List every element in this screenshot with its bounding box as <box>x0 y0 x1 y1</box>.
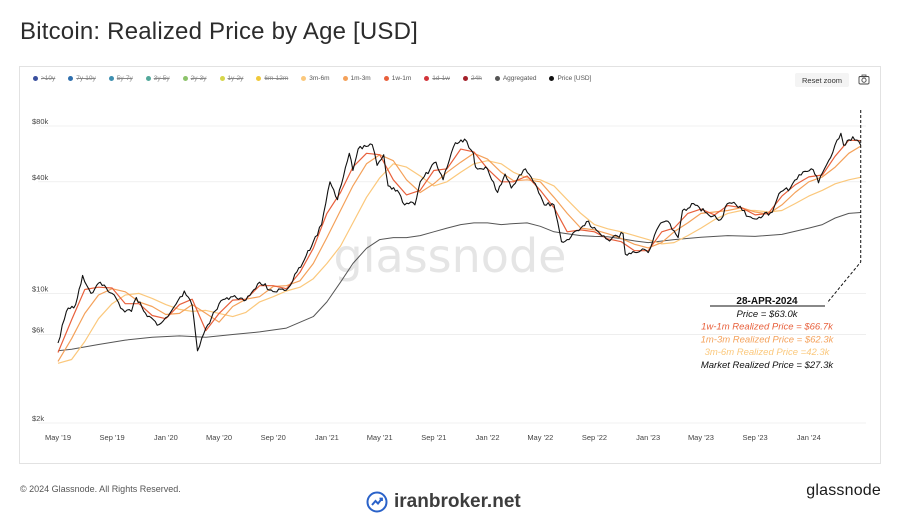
legend-dot-icon <box>68 75 74 81</box>
legend-item[interactable]: 3m-6m <box>301 72 330 84</box>
annotation-box: 28-APR-2024 Price = $63.0k 1w-1m Realized … <box>701 110 862 371</box>
x-axis: May '19 Sep '19 Jan '20 May '20 Sep '20 Jan '… <box>45 433 821 442</box>
series-line <box>57 212 861 352</box>
legend-dot-icon <box>145 75 151 81</box>
x-tick-label: May '19 <box>45 433 71 442</box>
x-tick-label: Jan '22 <box>476 433 500 442</box>
x-tick-label: Jan '20 <box>154 433 178 442</box>
camera-icon[interactable] <box>858 74 870 85</box>
y-tick-label: $80k <box>32 117 49 126</box>
x-tick-label: May '22 <box>527 433 553 442</box>
iranbroker-watermark: iranbroker.net <box>366 491 521 513</box>
x-tick-label: Jan '21 <box>315 433 339 442</box>
legend-item[interactable]: 3y-5y <box>145 72 170 84</box>
chart-legend: >10y 7y-10y 5y-7y 3y-5y 2y-3y 1y-2y 6m-12m 3m-6… <box>33 72 591 84</box>
glassnode-logo: glassnode <box>806 482 881 499</box>
x-tick-label: Sep '19 <box>100 433 125 442</box>
legend-label: 6m-12m <box>264 74 289 82</box>
annotation-date: 28-APR-2024 <box>736 296 798 307</box>
legend-dot-icon <box>462 75 468 81</box>
legend-item[interactable]: Price [USD] <box>549 72 591 84</box>
legend-label: 24h <box>470 74 482 82</box>
copyright-text: © 2024 Glassnode. All Rights Reserved. <box>20 484 181 494</box>
legend-dot-icon <box>182 75 188 81</box>
legend-label: 1m-3m <box>350 74 371 82</box>
legend-item[interactable]: Aggregated <box>494 72 537 84</box>
legend-label: 1w-1m <box>391 74 412 82</box>
series-line <box>57 160 861 364</box>
legend-dot-icon <box>301 75 307 81</box>
legend-label: 5y-7y <box>116 74 133 82</box>
annotation-pointer <box>826 110 862 304</box>
y-tick-label: $10k <box>32 284 49 293</box>
series-lines <box>57 132 862 364</box>
legend-dot-icon <box>383 75 389 81</box>
x-tick-label: May '20 <box>206 433 232 442</box>
chart-growth-icon <box>366 491 388 513</box>
legend-item[interactable]: 1y-2y <box>219 72 244 84</box>
y-tick-label: $2k <box>32 414 44 423</box>
legend-item[interactable]: 6m-12m <box>256 72 288 84</box>
legend-label: 1y-2y <box>227 74 244 82</box>
legend-item[interactable]: 5y-7y <box>108 72 133 84</box>
chart-frame <box>19 66 881 464</box>
legend-dot-icon <box>108 75 114 81</box>
legend-label: 7y-10y <box>76 74 96 82</box>
legend-item[interactable]: 1w-1m <box>383 72 412 84</box>
x-tick-label: Jan '24 <box>797 433 821 442</box>
annotation-line: 1m-3m Realized Price = $62.3k <box>701 334 835 345</box>
legend-label: Price [USD] <box>557 74 592 82</box>
annotation-line: Price = $63.0k <box>737 309 799 320</box>
annotation-line: 1w-1m Realized Price = $66.7k <box>701 322 834 333</box>
watermark-text: iranbroker.net <box>394 491 521 512</box>
legend-item[interactable]: 2y-3y <box>182 72 207 84</box>
legend-dot-icon <box>33 75 38 81</box>
legend-label: 3m-6m <box>309 74 330 82</box>
series-line <box>57 132 862 352</box>
series-line <box>57 139 861 353</box>
legend-item[interactable]: 7y-10y <box>68 72 96 84</box>
x-tick-label: May '21 <box>367 433 393 442</box>
y-tick-label: $6k <box>32 326 44 335</box>
legend-label: 2y-3y <box>190 74 207 82</box>
x-tick-label: Jan '23 <box>636 433 660 442</box>
page-title: Bitcoin: Realized Price by Age [USD] <box>20 18 419 45</box>
legend-item[interactable]: >10y <box>33 72 55 84</box>
legend-label: >10y <box>41 74 56 82</box>
annotation-line: 3m-6m Realized Price =42.3k <box>705 347 831 358</box>
legend-label: 3y-5y <box>153 74 170 82</box>
x-tick-label: Sep '23 <box>742 433 767 442</box>
legend-label: Aggregated <box>502 74 537 82</box>
legend-item[interactable]: 24h <box>462 72 482 84</box>
y-axis: $80k $40k $10k $6k $2k <box>32 117 49 423</box>
legend-dot-icon <box>219 75 225 81</box>
legend-dot-icon <box>424 75 430 81</box>
glassnode-watermark: glassnode <box>334 229 567 283</box>
grid-lines <box>38 125 866 424</box>
x-tick-label: May '23 <box>688 433 714 442</box>
reset-zoom-button[interactable]: Reset zoom <box>795 73 849 87</box>
legend-item[interactable]: 1m-3m <box>342 72 371 84</box>
legend-dot-icon <box>494 75 500 81</box>
x-tick-label: Sep '20 <box>261 433 286 442</box>
x-tick-label: Sep '22 <box>582 433 607 442</box>
legend-dot-icon <box>256 75 262 81</box>
x-tick-label: Sep '21 <box>421 433 446 442</box>
legend-dot-icon <box>549 75 555 81</box>
annotation-line: Market Realized Price = $27.3k <box>701 360 835 371</box>
legend-dot-icon <box>342 75 348 81</box>
legend-label: 1d-1w <box>432 74 450 82</box>
y-tick-label: $40k <box>32 173 49 182</box>
legend-item[interactable]: 1d-1w <box>424 72 450 84</box>
